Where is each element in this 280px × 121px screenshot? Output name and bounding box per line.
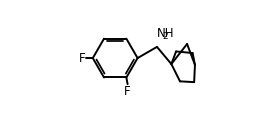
Text: F: F (79, 52, 85, 65)
Text: F: F (124, 85, 131, 98)
Text: 2: 2 (162, 32, 168, 41)
Text: NH: NH (157, 27, 175, 40)
